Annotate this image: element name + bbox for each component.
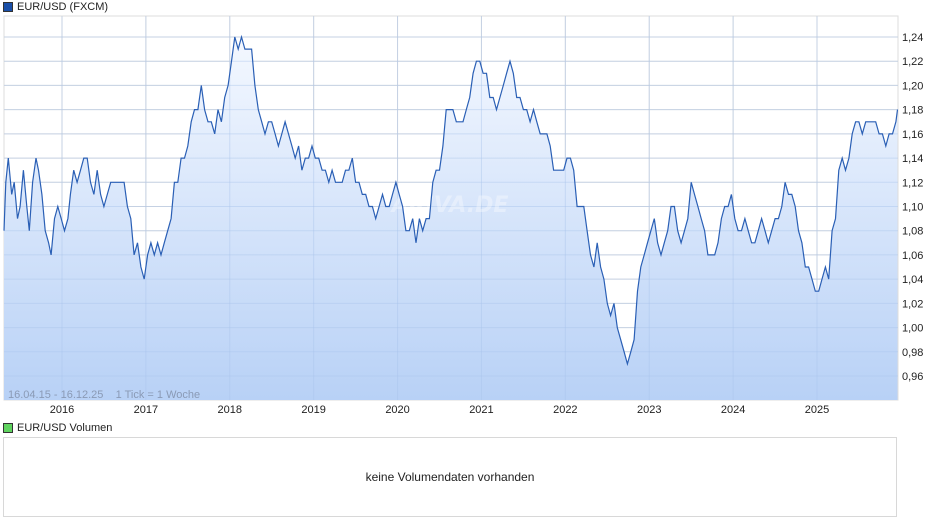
y-tick-label: 0,96 bbox=[902, 371, 923, 383]
y-tick-label: 0,98 bbox=[902, 347, 923, 359]
y-tick-label: 1,22 bbox=[902, 56, 923, 68]
legend-volume: EUR/USD Volumen bbox=[3, 421, 112, 435]
x-tick-label: 2023 bbox=[637, 404, 661, 416]
legend-swatch-volume bbox=[3, 423, 13, 433]
watermark: ARIVA.DE bbox=[390, 193, 509, 218]
y-tick-label: 1,10 bbox=[902, 202, 923, 214]
y-tick-label: 1,18 bbox=[902, 105, 923, 117]
legend-label-eurusd: EUR/USD (FXCM) bbox=[17, 1, 109, 13]
y-axis-labels: 1,24 1,22 1,20 1,18 1,16 1,14 1,12 1,10 1,08 1,06… bbox=[902, 32, 923, 383]
legend-main: EUR/USD (FXCM) bbox=[3, 0, 108, 14]
range-info: 16.04.15 - 16.12.25 1 Tick = 1 Woche bbox=[8, 389, 200, 401]
legend-swatch-eurusd bbox=[3, 2, 13, 12]
y-tick-label: 1,02 bbox=[902, 298, 923, 310]
price-chart[interactable]: ARIVA.DE 1,24 1,22 1,20 1,18 1,16 1,14 1,12 1,1… bbox=[0, 0, 940, 420]
price-area-fill bbox=[4, 37, 898, 400]
volume-panel: keine Volumendaten vorhanden bbox=[3, 437, 897, 517]
y-tick-label: 1,20 bbox=[902, 80, 923, 92]
x-axis-labels: 2016 2017 2018 2019 2020 2021 2022 2023 2024 2025 bbox=[50, 404, 829, 416]
y-tick-label: 1,04 bbox=[902, 274, 923, 286]
x-tick-label: 2024 bbox=[721, 404, 745, 416]
legend-label-volume: EUR/USD Volumen bbox=[17, 422, 113, 434]
x-tick-label: 2021 bbox=[469, 404, 493, 416]
x-tick-label: 2025 bbox=[805, 404, 829, 416]
x-tick-label: 2018 bbox=[218, 404, 242, 416]
x-tick-label: 2016 bbox=[50, 404, 74, 416]
price-line bbox=[3, 34, 899, 367]
volume-empty-message: keine Volumendaten vorhanden bbox=[365, 470, 535, 484]
x-tick-label: 2022 bbox=[553, 404, 577, 416]
y-tick-label: 1,14 bbox=[902, 153, 923, 165]
y-tick-label: 1,12 bbox=[902, 177, 923, 189]
x-tick-label: 2017 bbox=[134, 404, 158, 416]
y-tick-label: 1,24 bbox=[902, 32, 923, 44]
y-tick-label: 1,08 bbox=[902, 226, 923, 238]
x-tick-label: 2020 bbox=[385, 404, 409, 416]
y-tick-label: 1,00 bbox=[902, 323, 923, 335]
y-tick-label: 1,16 bbox=[902, 129, 923, 141]
y-tick-label: 1,06 bbox=[902, 250, 923, 262]
grid-lines-overlay bbox=[4, 16, 898, 400]
x-tick-label: 2019 bbox=[301, 404, 325, 416]
